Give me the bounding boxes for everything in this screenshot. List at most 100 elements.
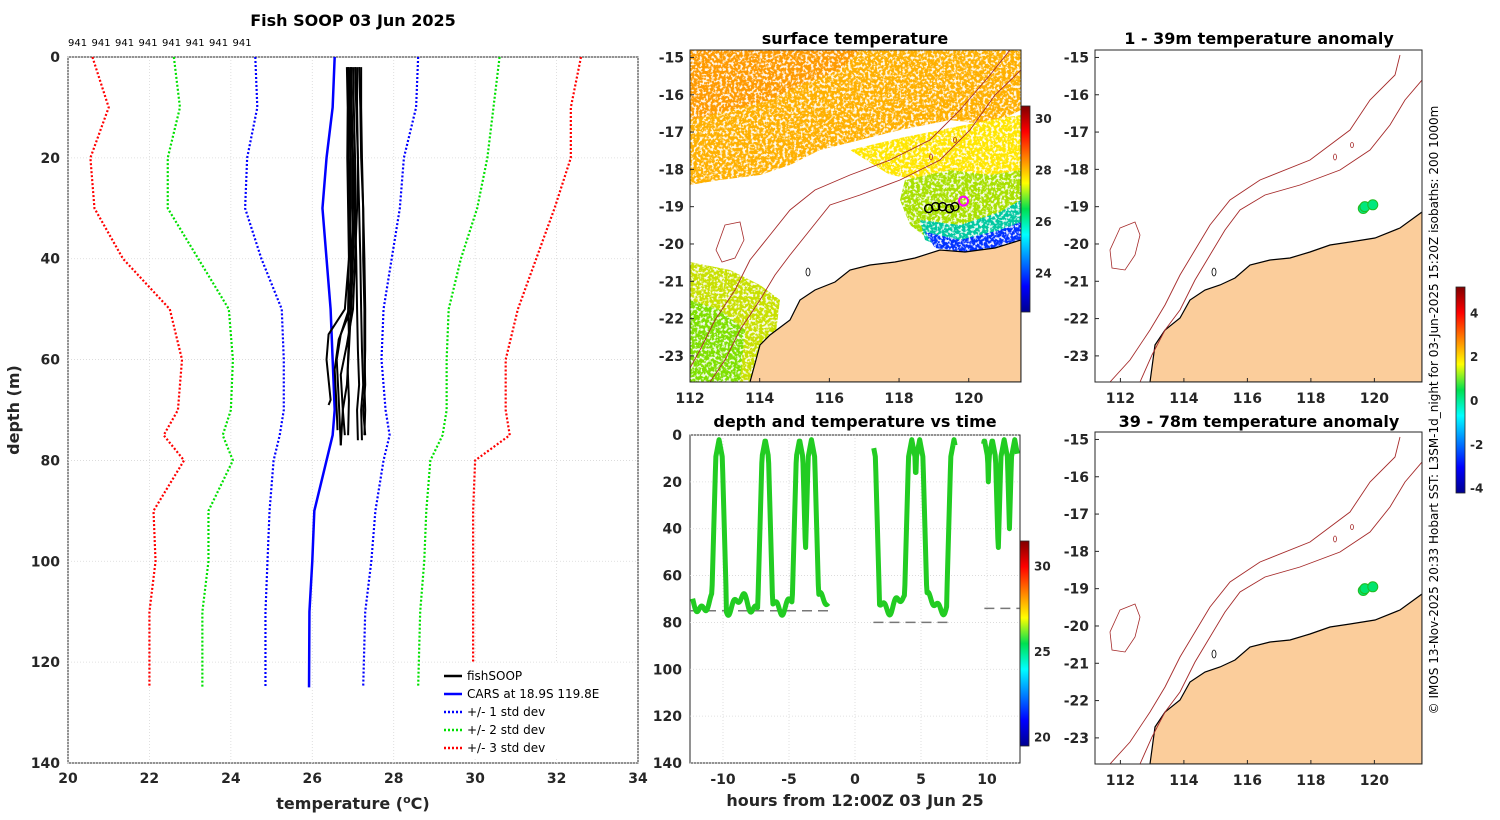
x-tick-label: 24 (221, 771, 241, 787)
profile-series (89, 56, 583, 688)
fishsoop-profile-line (341, 67, 352, 436)
legend-fishsoop-label: fishSOOP (467, 669, 522, 683)
depth-time-bottom-lines (690, 607, 1020, 624)
y-tick-label: 100 (653, 662, 682, 678)
x-tick-label: 114 (1169, 773, 1198, 789)
depth-trace-segment (690, 437, 831, 618)
anomaly-shallow-map (1095, 50, 1422, 382)
cast-count-label: 941 (209, 38, 228, 49)
x-tick-label: -10 (710, 772, 736, 788)
anomaly-deep-frame (1094, 431, 1423, 765)
profile-x-ticks: 20 22 24 26 28 30 32 34 (58, 771, 648, 787)
y-tick-label: -17 (1064, 507, 1089, 523)
std-dev-line-2-t_hi (362, 56, 420, 688)
vessel-track-point (950, 201, 960, 212)
colorbar-tick-label: 28 (1035, 163, 1052, 177)
y-tick-label: -16 (1064, 88, 1089, 104)
anomaly-colorbar (1455, 286, 1466, 494)
fishsoop-profile-line (333, 67, 357, 431)
std-dev-line-2-t_lo (244, 56, 285, 688)
sst-isobath-200 (709, 69, 1021, 382)
anomaly-shallow-isobath-200 (1109, 54, 1401, 382)
x-tick-label: 118 (1296, 773, 1325, 789)
x-tick-label: 26 (303, 771, 322, 787)
y-tick-label: -15 (1064, 50, 1089, 66)
anomaly-shallow-isobath-1000 (1139, 79, 1422, 382)
y-tick-label: -17 (659, 125, 684, 141)
figure-title: Fish SOOP 03 Jun 2025 (250, 11, 456, 30)
x-tick-label: 10 (977, 772, 997, 788)
x-tick-label: 32 (547, 771, 566, 787)
y-tick-label: -17 (1064, 125, 1089, 141)
y-tick-label: -18 (1064, 162, 1089, 178)
colorbar-tick-label: 2 (1470, 350, 1478, 364)
x-tick-label: 112 (1106, 773, 1135, 789)
y-tick-label: 20 (663, 475, 683, 491)
credit-text: © IMOS 13-Nov-2025 20:33 Hobart SST: L3S… (1427, 106, 1441, 715)
x-tick-label: 116 (1233, 773, 1262, 789)
legend-2std-label: +/- 2 std dev (467, 723, 545, 737)
anomaly-deep-land (1149, 593, 1422, 764)
anomaly-shallow-observations (1357, 199, 1379, 215)
anomaly-shallow-frame (1094, 49, 1423, 383)
sst-map-title: surface temperature (762, 29, 949, 48)
sst-colorbar-ticks: 30 28 26 24 (1035, 112, 1052, 281)
x-tick-label: 114 (1169, 391, 1198, 407)
x-tick-label: 28 (384, 771, 403, 787)
anomaly-deep-isobath-1000 (1139, 461, 1422, 764)
colorbar-tick-label: 30 (1035, 112, 1052, 126)
anomaly-deep-observations (1357, 581, 1379, 597)
colorbar-tick-label: 30 (1034, 560, 1051, 574)
x-tick-label: 114 (745, 391, 774, 407)
y-tick-label: -19 (1064, 582, 1089, 598)
std-dev-line-4-t_hi (472, 56, 583, 688)
x-tick-label: 0 (850, 772, 860, 788)
y-tick-label: -21 (1064, 656, 1089, 672)
y-tick-label: 0 (672, 428, 682, 444)
x-tick-label: 5 (916, 772, 926, 788)
profile-legend: fishSOOP CARS at 18.9S 119.8E +/- 1 std … (440, 663, 620, 758)
y-tick-label: 40 (41, 252, 61, 268)
y-tick-label: -23 (1064, 731, 1089, 747)
y-tick-label: -15 (659, 50, 684, 66)
depth-trace-segment (981, 437, 1020, 550)
y-tick-label: -22 (659, 312, 684, 328)
x-tick-label: -5 (781, 772, 797, 788)
colorbar-tick-label: 4 (1470, 306, 1478, 320)
y-tick-label: -18 (659, 162, 684, 178)
x-tick-label: 118 (884, 391, 913, 407)
y-tick-label: -21 (659, 274, 684, 290)
legend-3std-label: +/- 3 std dev (467, 741, 545, 755)
y-tick-label: -22 (1064, 312, 1089, 328)
colorbar-tick-label: 0 (1470, 394, 1478, 408)
colorbar-tick-label: 24 (1035, 266, 1052, 280)
y-tick-label: 40 (663, 522, 683, 538)
y-tick-label: 60 (663, 569, 683, 585)
y-tick-label: 20 (41, 151, 61, 167)
cast-count-label: 941 (115, 38, 134, 49)
y-tick-label: 100 (31, 554, 60, 570)
y-tick-label: -22 (1064, 694, 1089, 710)
y-tick-label: -23 (1064, 349, 1089, 365)
vessel-position-marker (958, 195, 970, 207)
sst-colorbar (1020, 105, 1031, 313)
fishsoop-profile-line (360, 67, 367, 436)
depth-time-colorbar (1019, 540, 1030, 747)
cast-count-labels: 941 941 941 941 941 941 941 941 (68, 38, 252, 49)
vessel-track-point (944, 203, 955, 214)
anomaly-shallow-ticks: 112 114 116 118 120 -15 -16 -17 -18 -19 -20 -21 -22 -… (1064, 50, 1390, 407)
cast-count-label: 941 (139, 38, 158, 49)
cast-count-label: 941 (233, 38, 252, 49)
anomaly-shallow-title: 1 - 39m temperature anomaly (1124, 29, 1394, 48)
y-tick-label: 140 (31, 756, 60, 772)
x-tick-label: 30 (465, 771, 485, 787)
x-tick-label: 116 (815, 391, 844, 407)
x-tick-label: 116 (1233, 391, 1262, 407)
anomaly-colorbar-ticks: 4 2 0 -2 -4 (1470, 306, 1483, 495)
x-tick-label: 120 (1360, 773, 1389, 789)
anomaly-observation-point (1367, 581, 1379, 593)
y-tick-label: 80 (663, 615, 683, 631)
sst-map-area (690, 50, 1021, 382)
y-tick-label: -15 (1064, 432, 1089, 448)
